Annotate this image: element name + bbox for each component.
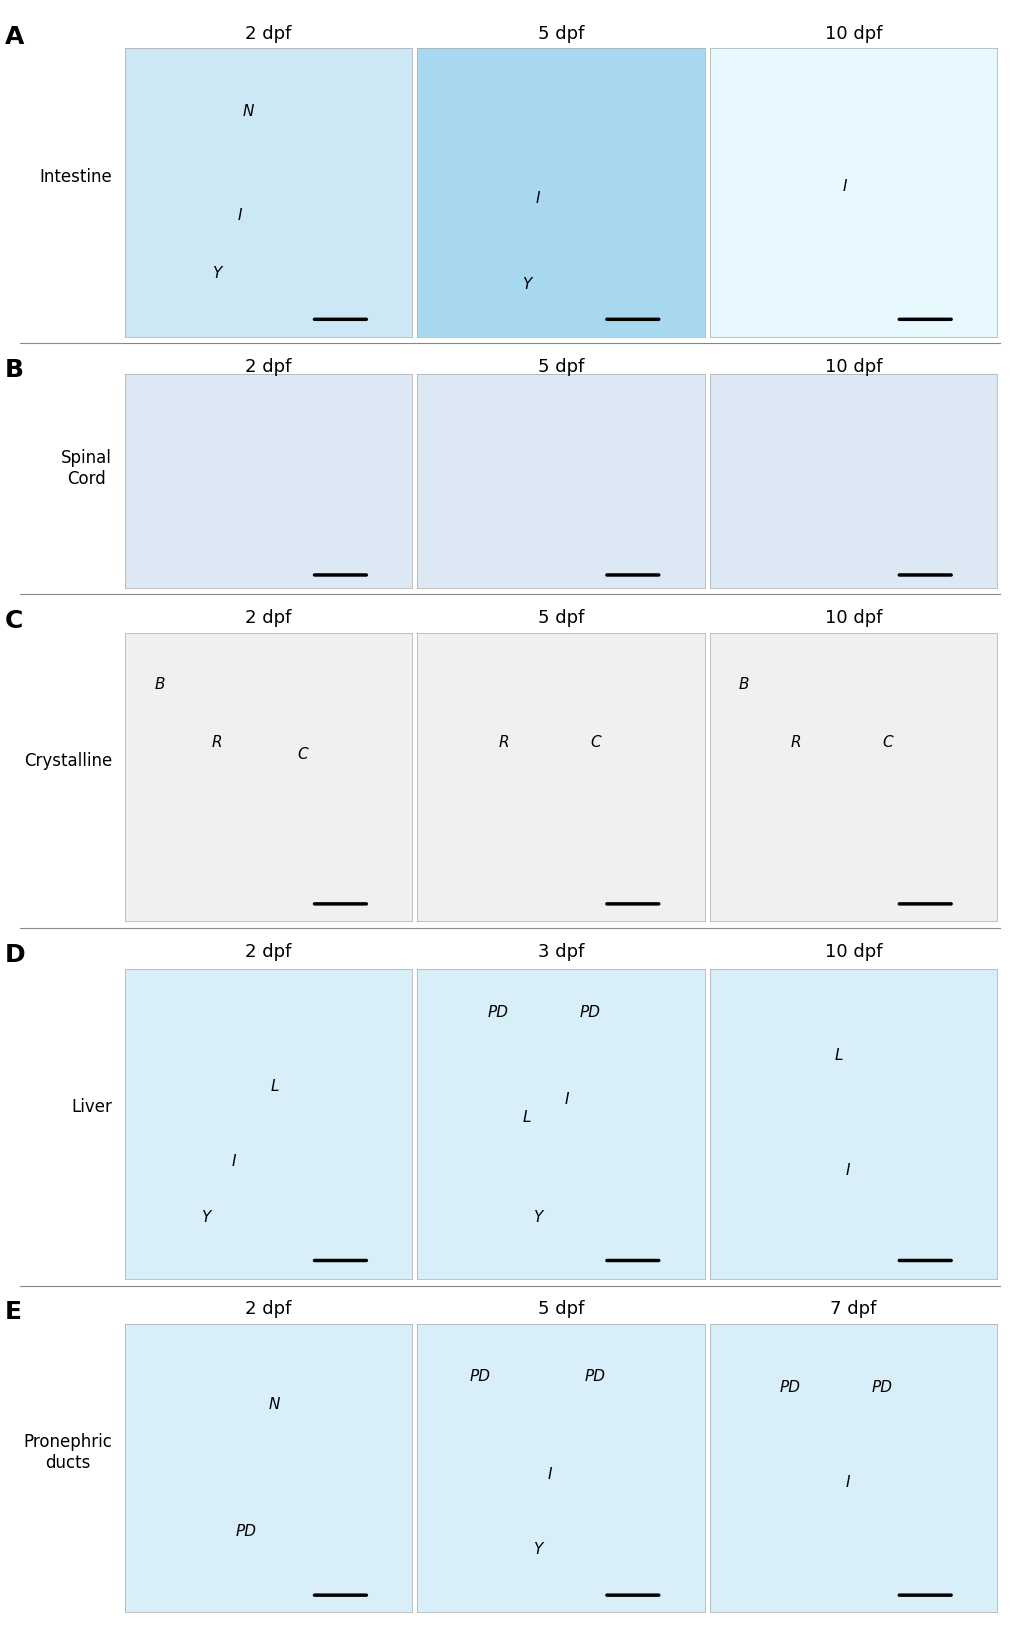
Text: I: I	[842, 179, 846, 194]
Text: I: I	[535, 190, 540, 205]
Text: R: R	[497, 736, 508, 750]
Text: Y: Y	[533, 1542, 542, 1557]
Text: 10 dpf: 10 dpf	[823, 943, 881, 961]
Text: Y: Y	[533, 1210, 542, 1225]
Text: R: R	[790, 736, 801, 750]
Text: L: L	[522, 1110, 530, 1125]
Text: I: I	[845, 1163, 849, 1177]
Text: C: C	[590, 736, 600, 750]
Text: C: C	[5, 609, 23, 634]
Text: D: D	[5, 943, 25, 967]
Text: PD: PD	[579, 1005, 599, 1020]
Text: 5 dpf: 5 dpf	[537, 1300, 584, 1319]
Text: PD: PD	[585, 1369, 605, 1384]
Text: 3 dpf: 3 dpf	[537, 943, 584, 961]
Text: R: R	[211, 736, 222, 750]
Text: 5 dpf: 5 dpf	[537, 25, 584, 43]
Text: I: I	[547, 1466, 551, 1481]
Text: B: B	[5, 358, 24, 383]
Text: I: I	[231, 1154, 236, 1169]
Text: Spinal
Cord: Spinal Cord	[61, 450, 112, 488]
Text: I: I	[237, 209, 242, 223]
Text: I: I	[845, 1475, 849, 1491]
Text: 2 dpf: 2 dpf	[246, 358, 291, 376]
Text: Y: Y	[201, 1210, 210, 1225]
Text: 5 dpf: 5 dpf	[537, 358, 584, 376]
Text: B: B	[738, 678, 749, 693]
Text: Crystalline: Crystalline	[23, 752, 112, 770]
Text: PD: PD	[871, 1381, 892, 1396]
Text: L: L	[834, 1048, 843, 1062]
Text: 2 dpf: 2 dpf	[246, 25, 291, 43]
Text: 5 dpf: 5 dpf	[537, 609, 584, 627]
Text: Y: Y	[212, 266, 221, 281]
Text: PD: PD	[779, 1381, 800, 1396]
Text: PD: PD	[470, 1369, 490, 1384]
Text: C: C	[881, 736, 893, 750]
Text: L: L	[270, 1079, 278, 1094]
Text: Liver: Liver	[71, 1098, 112, 1115]
Text: I: I	[564, 1092, 569, 1107]
Text: B: B	[154, 678, 164, 693]
Text: A: A	[5, 25, 24, 49]
Text: 2 dpf: 2 dpf	[246, 1300, 291, 1319]
Text: E: E	[5, 1300, 22, 1325]
Text: 10 dpf: 10 dpf	[823, 25, 881, 43]
Text: Pronephric
ducts: Pronephric ducts	[23, 1433, 112, 1471]
Text: 7 dpf: 7 dpf	[829, 1300, 875, 1319]
Text: Intestine: Intestine	[40, 167, 112, 186]
Text: 2 dpf: 2 dpf	[246, 609, 291, 627]
Text: Y: Y	[522, 277, 531, 292]
Text: N: N	[243, 105, 254, 120]
Text: 10 dpf: 10 dpf	[823, 358, 881, 376]
Text: PD: PD	[235, 1524, 256, 1539]
Text: N: N	[268, 1397, 280, 1412]
Text: PD: PD	[487, 1005, 507, 1020]
Text: 10 dpf: 10 dpf	[823, 609, 881, 627]
Text: C: C	[298, 747, 308, 762]
Text: 2 dpf: 2 dpf	[246, 943, 291, 961]
